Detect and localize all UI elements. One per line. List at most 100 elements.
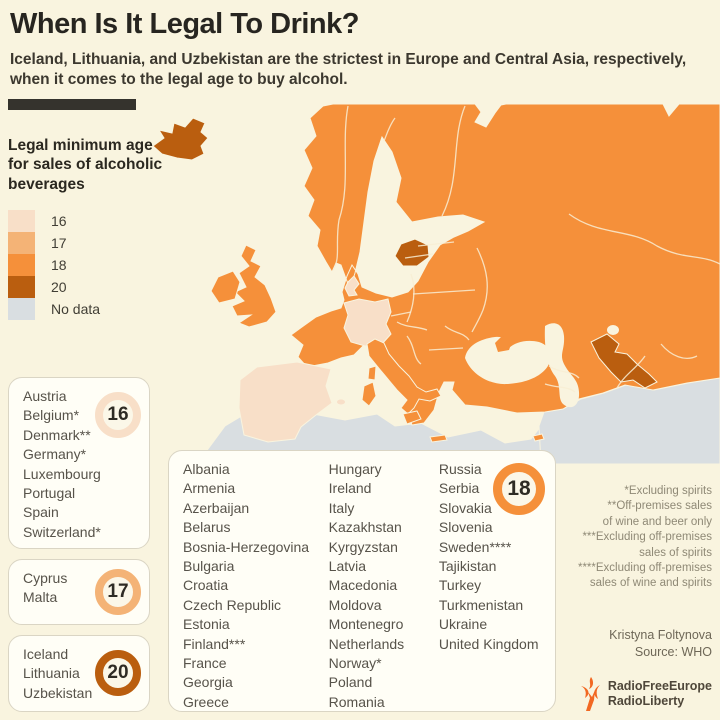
- list-item: Tajikistan: [438, 558, 497, 575]
- rferl-logo: RadioFreeEurope RadioLiberty: [578, 676, 712, 712]
- age-18-group-box: Albania Armenia Azerbaijan Belarus Bosnia-He…: [168, 450, 556, 712]
- list-item: Albania: [183, 461, 230, 477]
- map-region-denmark: [344, 275, 360, 297]
- list-item: ****Excluding off-premises: [577, 562, 712, 575]
- list-item: Czech Republic: [183, 596, 282, 613]
- list-item: Latvia: [328, 558, 367, 575]
- list-item: Belarus: [183, 519, 231, 536]
- list-item: Poland: [328, 674, 373, 691]
- country-borders: [332, 105, 720, 393]
- age-18-country-list-col2: Hungary Ireland Italy Kazakhstan Kyrgyzstan L…: [329, 460, 439, 712]
- legend-label: 18: [51, 257, 67, 274]
- legend-row-no-data: No data: [8, 298, 166, 321]
- footnotes: *Excluding spirits **Off-premises sales of…: [542, 484, 712, 592]
- list-item: **Off-premises sales: [607, 500, 712, 513]
- map-region-corsica: [367, 365, 377, 381]
- list-item: ***Excluding off-premises: [582, 531, 712, 544]
- legend-row-18: 18: [8, 254, 166, 277]
- list-item: Slovenia: [438, 519, 493, 536]
- logo-text: RadioFreeEurope RadioLiberty: [608, 679, 712, 710]
- page-title: When Is It Legal To Drink?: [10, 8, 359, 40]
- legend-row-20: 20: [8, 276, 166, 299]
- credit-author: Kristyna Foltynova: [609, 628, 712, 642]
- map-region-iberia: [238, 361, 333, 443]
- list-item: Hungary: [328, 461, 382, 477]
- credit: Kristyna Foltynova Source: WHO: [609, 627, 712, 660]
- list-item: Ireland: [328, 480, 372, 497]
- legend: Legal minimum age for sales of alcoholic…: [8, 136, 166, 321]
- logo-line1: RadioFreeEurope: [607, 678, 712, 693]
- list-item: France: [183, 655, 227, 672]
- list-item: Portugal: [23, 485, 76, 502]
- list-item: Azerbaijan: [183, 499, 250, 516]
- aral-sea: [607, 325, 619, 335]
- list-item: Serbia: [438, 480, 480, 497]
- map-region-crete: [429, 434, 448, 443]
- legend-swatch-17: [8, 232, 35, 255]
- list-item: Slovakia: [438, 499, 492, 516]
- list-item: Finland***: [183, 635, 246, 652]
- list-item: *Excluding spirits: [624, 485, 712, 497]
- list-item: Sweden****: [438, 538, 512, 555]
- list-item: Norway*: [328, 655, 382, 672]
- list-item: sales of spirits: [639, 546, 712, 559]
- list-item: sales of wine and spirits: [589, 577, 712, 590]
- legend-title: Legal minimum age for sales of alcoholic…: [8, 137, 163, 193]
- age-18-country-list-col1: Albania Armenia Azerbaijan Belarus Bosnia-He…: [183, 460, 329, 712]
- map-region-uzbekistan: [590, 333, 658, 389]
- age-20-group-box: Iceland Lithuania Uzbekistan 20: [8, 635, 150, 712]
- list-item: Greece: [183, 693, 229, 710]
- list-item: of wine and beer only: [602, 515, 712, 528]
- list-item: Romania: [328, 693, 385, 710]
- list-item: Montenegro: [328, 616, 404, 633]
- list-item: Spain: [23, 504, 59, 521]
- legend-swatch-no-data: [8, 298, 35, 321]
- list-item: Georgia: [183, 674, 233, 691]
- legend-rows: 16 17 18 20 No data: [8, 210, 166, 321]
- map-region-lithuania: [394, 238, 430, 267]
- legend-swatch-20: [8, 276, 35, 299]
- age-18-country-list-col3: Russia Serbia Slovakia Slovenia Sweden**** Ta…: [439, 460, 555, 712]
- age-16-group-box: Austria Belgium* Denmark** Germany* Luxembou…: [8, 377, 150, 549]
- list-item: Moldova: [328, 596, 382, 613]
- list-item: Denmark**: [23, 426, 91, 443]
- legend-row-16: 16: [8, 210, 166, 233]
- age-17-group-box: Cyprus Malta 17: [8, 559, 150, 625]
- legend-label: 20: [51, 279, 67, 296]
- list-item: Cyprus: [23, 570, 68, 586]
- list-item: Ukraine: [438, 616, 488, 633]
- list-item: Croatia: [183, 577, 229, 594]
- list-item: Iceland: [23, 646, 69, 662]
- age-18-country-columns: Albania Armenia Azerbaijan Belarus Bosnia-He…: [169, 451, 555, 712]
- list-item: Malta: [23, 589, 58, 606]
- torch-icon: [580, 677, 600, 711]
- age-17-badge: 17: [95, 569, 141, 615]
- legend-row-17: 17: [8, 232, 166, 255]
- map-region-cyprus: [532, 433, 545, 442]
- logo-line2: RadioLiberty: [607, 694, 685, 708]
- legend-label: 16: [51, 213, 67, 230]
- list-item: Switzerland*: [23, 523, 101, 540]
- list-item: Uzbekistan: [23, 684, 93, 701]
- list-item: Estonia: [183, 616, 230, 633]
- list-item: Russia: [438, 461, 482, 477]
- list-item: Austria: [23, 388, 67, 404]
- list-item: Netherlands: [328, 635, 405, 652]
- caspian-sea: [544, 323, 580, 408]
- list-item: Turkey: [438, 577, 482, 594]
- list-item: Turkmenistan: [438, 596, 524, 613]
- list-item: Bosnia-Herzegovina: [183, 538, 310, 555]
- list-item: Kyrgyzstan: [328, 538, 398, 555]
- black-sea: [465, 336, 551, 385]
- age-16-country-list: Austria Belgium* Denmark** Germany* Luxembou…: [9, 378, 149, 542]
- list-item: Italy: [328, 499, 355, 516]
- map-region-ireland: [210, 270, 241, 304]
- map-region-sardinia: [361, 381, 377, 407]
- list-item: Germany*: [23, 446, 87, 463]
- credit-source: Source: WHO: [634, 644, 712, 659]
- europe-choropleth-map: [152, 103, 720, 465]
- map-region-germany-alps: [343, 298, 392, 347]
- page-subtitle: Iceland, Lithuania, and Uzbekistan are t…: [10, 51, 687, 88]
- map-region-sicily: [402, 410, 422, 425]
- list-item: Luxembourg: [23, 465, 101, 482]
